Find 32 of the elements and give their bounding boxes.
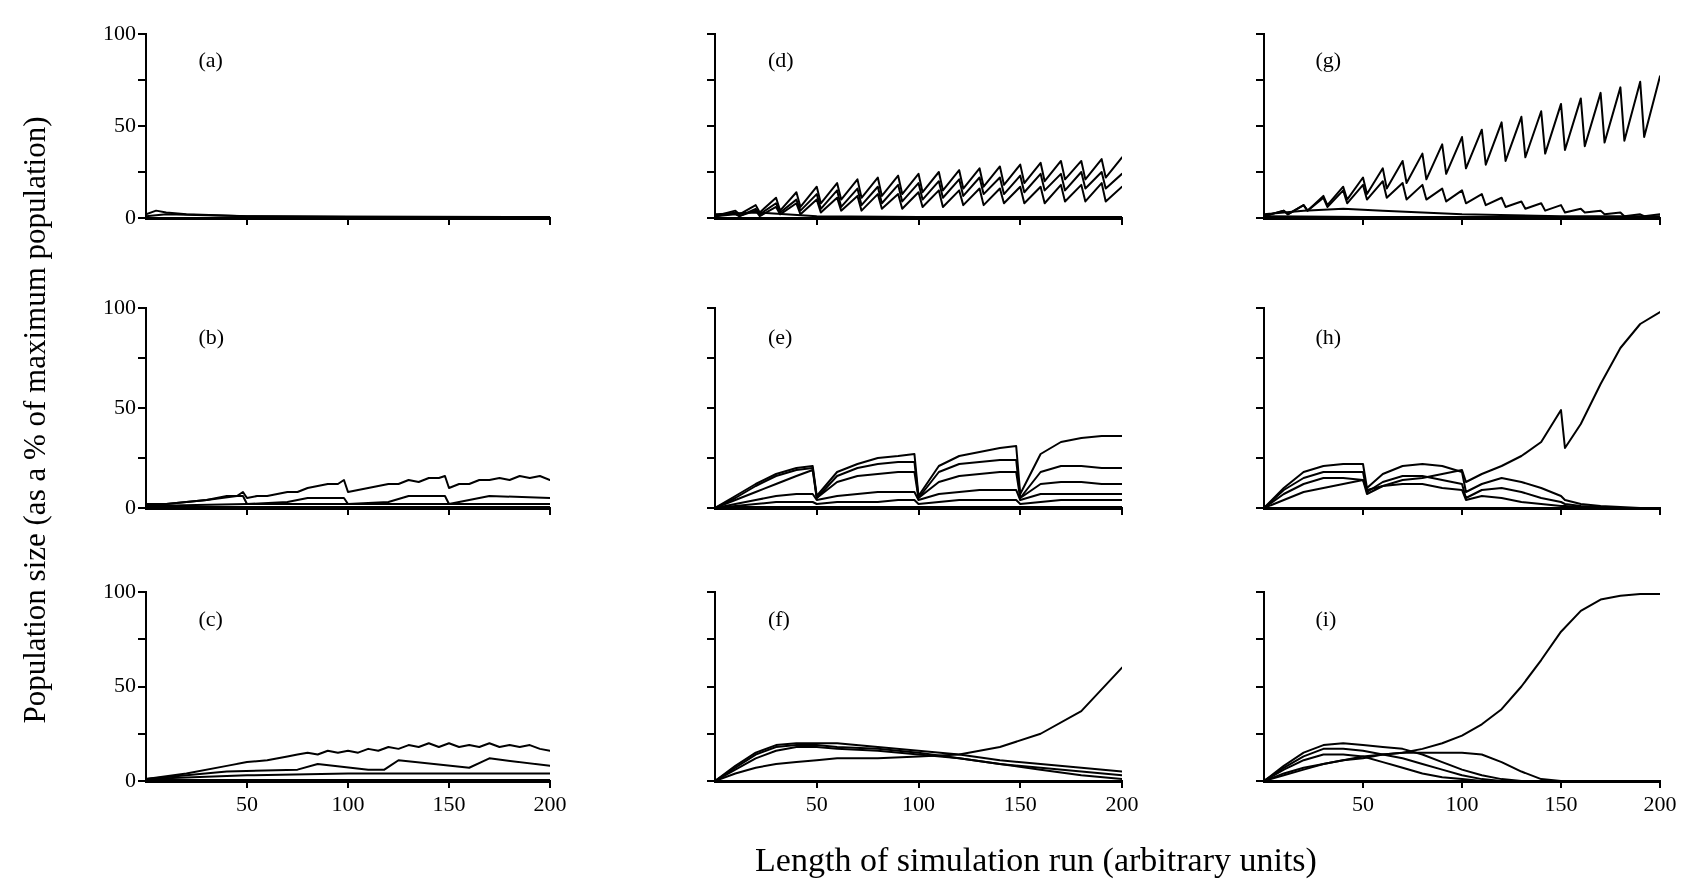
- y-tick-label: 50: [114, 672, 136, 698]
- x-axis-title: Length of simulation run (arbitrary units): [755, 841, 1317, 879]
- x-tick-label: 100: [1445, 790, 1479, 816]
- x-tick-label: 50: [1352, 790, 1374, 816]
- x-tick-label: 100: [902, 790, 935, 816]
- x-tick-label: 50: [236, 790, 258, 816]
- text: (h): [1315, 323, 1342, 349]
- y-tick-label: 100: [103, 577, 136, 603]
- y-tick-label: 0: [125, 203, 136, 229]
- x-tick-label: 200: [1105, 790, 1139, 816]
- text: (f): [767, 606, 790, 632]
- y-axis-title: Population size (as a % of maximum population): [17, 116, 53, 724]
- y-tick-label: 0: [125, 766, 136, 792]
- text: (c): [198, 606, 223, 632]
- y-tick-label: 50: [114, 111, 136, 137]
- y-tick-label: 0: [125, 493, 136, 519]
- text: (e): [767, 323, 793, 349]
- text: (b): [198, 323, 225, 349]
- text: (g): [1315, 47, 1342, 73]
- x-tick-label: 200: [1643, 790, 1677, 816]
- y-tick-label: 100: [103, 293, 136, 319]
- y-tick-label: 50: [114, 393, 136, 419]
- x-tick-label: 150: [1544, 790, 1578, 816]
- x-tick-label: 150: [1003, 790, 1037, 816]
- y-tick-label: 100: [103, 19, 136, 45]
- text: (a): [198, 47, 223, 73]
- text: (d): [767, 47, 794, 73]
- x-tick-label: 200: [533, 790, 567, 816]
- x-tick-label: 100: [331, 790, 365, 816]
- x-tick-label: 150: [432, 790, 466, 816]
- text: (i): [1315, 606, 1337, 632]
- x-tick-label: 50: [805, 790, 828, 816]
